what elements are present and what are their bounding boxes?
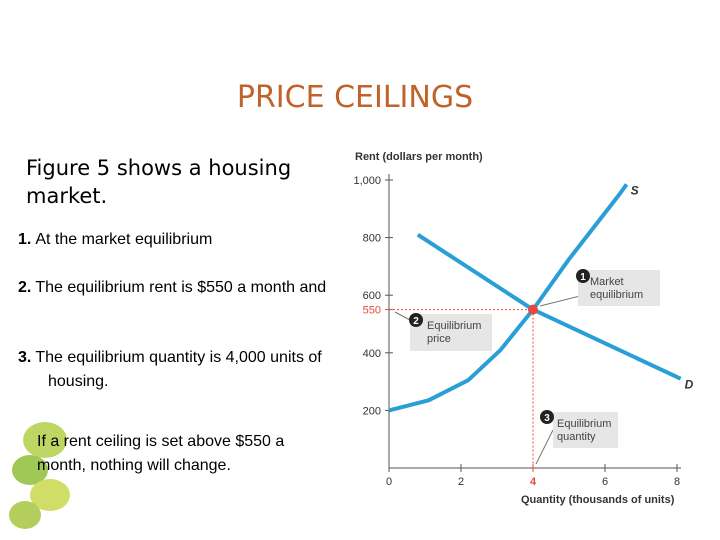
annotation-box (578, 270, 660, 306)
annotation-badge (540, 410, 554, 424)
x-tick-label: 0 (386, 476, 392, 488)
annotation-text: Equilibrium price (427, 320, 481, 345)
x-tick-label: 4 (530, 476, 537, 488)
y-tick-label: 600 (363, 290, 381, 302)
annotation-text: Equilibrium quantity (557, 418, 611, 443)
leader-line (394, 311, 411, 321)
intro: Figure 5 shows a housing market. (26, 156, 292, 208)
x-tick-label: 6 (602, 476, 608, 488)
list-item: 1. At the market equilibrium (18, 228, 378, 252)
curve-label: S (631, 183, 639, 197)
curve-label: D (685, 378, 694, 392)
y-tick-label: 1,000 (353, 175, 381, 187)
x-tick-label: 8 (674, 476, 680, 488)
item-text: At the market equilibrium (35, 231, 213, 248)
y-tick-label: 200 (363, 405, 381, 417)
annotation-number: 1 (580, 272, 586, 283)
annotation-box (553, 412, 618, 448)
curve (416, 233, 682, 381)
x-tick-label: 2 (458, 476, 464, 488)
annotation-number: 3 (544, 413, 550, 424)
y-tick-label: 550 (363, 305, 381, 317)
item-number: 2. (18, 279, 32, 296)
leader-line (535, 429, 554, 465)
leader-line (539, 295, 581, 307)
leaves (9, 422, 70, 529)
y-tick-label: 800 (363, 233, 381, 245)
item-number: 3. (18, 349, 32, 366)
annotation-badge (409, 313, 423, 327)
list-item: 2. The equilibrium rent is $550 a month a… (18, 276, 378, 300)
annotation-box (410, 314, 492, 351)
list-item: 3. The equilibrium quantity is 4,000 unit… (18, 346, 378, 394)
item-text: The equilibrium rent is $550 a month and (35, 279, 327, 296)
item-number: 1. (18, 231, 32, 248)
annotation-text: Market equilibrium (590, 276, 643, 301)
annotation-number: 2 (413, 316, 419, 327)
curve (388, 183, 629, 413)
note: If a rent ceiling is set above $550 a mo… (37, 433, 285, 474)
item-text: The equilibrium quantity is 4,000 units … (35, 349, 322, 390)
annotation-badge (576, 269, 590, 283)
y-tick-label: 400 (363, 348, 381, 360)
y-axis-title: Rent (dollars per month) (355, 151, 483, 163)
equilibrium-point (528, 304, 538, 315)
title: PRICE CEILINGS (236, 80, 474, 115)
x-axis-title: Quantity (thousands of units) (521, 494, 675, 506)
